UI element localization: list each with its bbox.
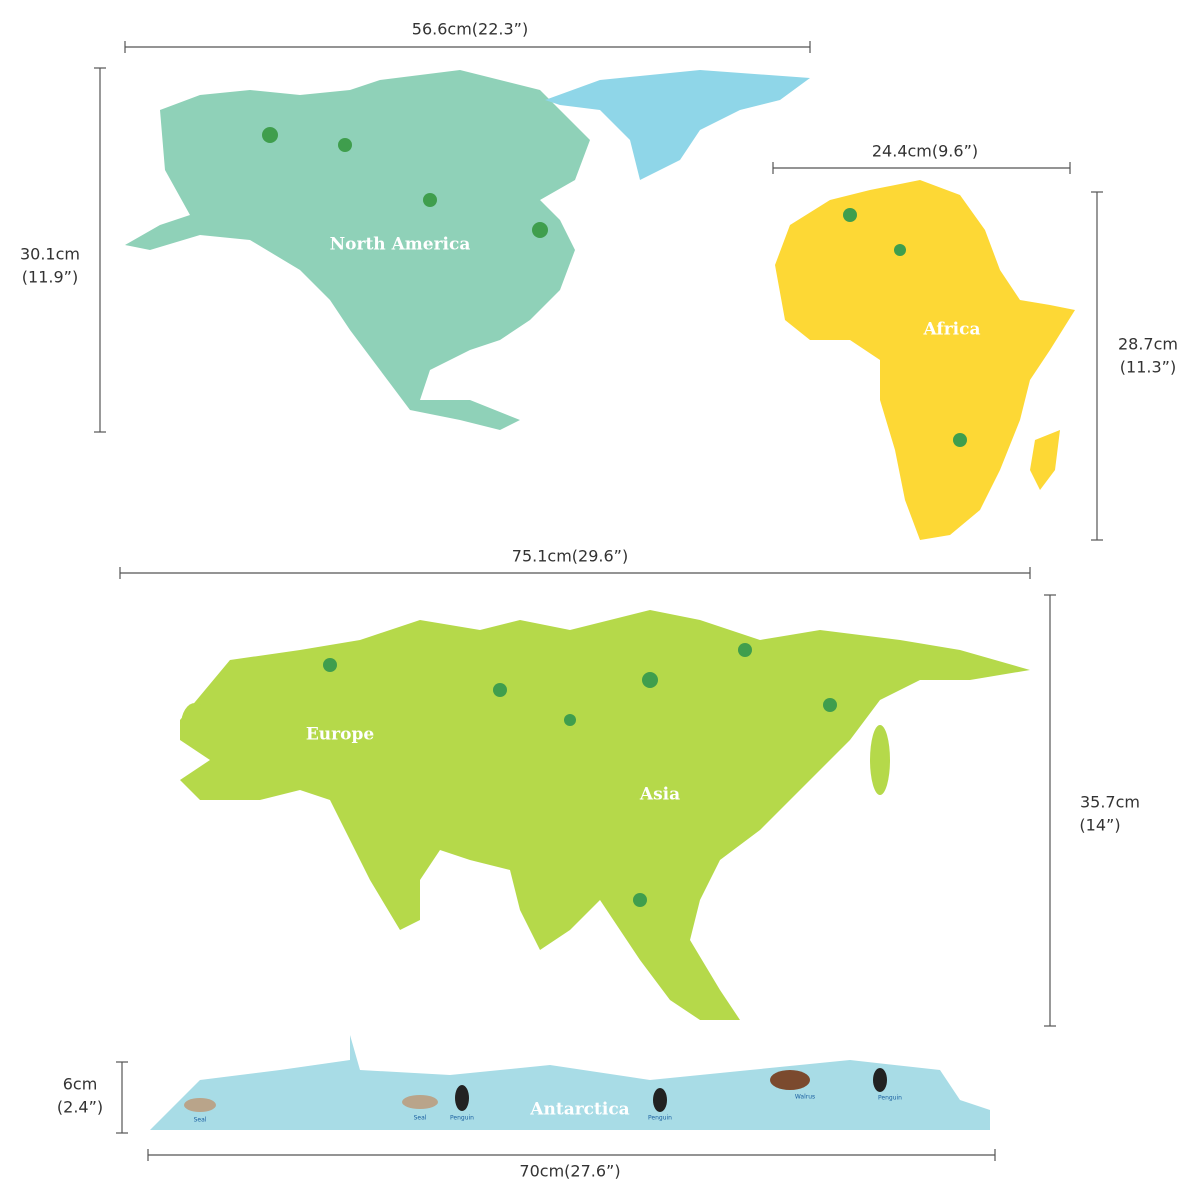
japan-map [870, 725, 890, 795]
north-america-map [125, 70, 590, 430]
dimension-label: 56.6cm(22.3”) [412, 20, 528, 39]
continent-label: Europe [306, 725, 374, 745]
africa-map [775, 180, 1075, 540]
continent-label: Asia [639, 785, 680, 805]
eurasia-map [180, 610, 1030, 1020]
continent-label: North America [330, 235, 471, 255]
animal-label: Walrus [795, 1094, 815, 1101]
greenland-map [545, 70, 810, 180]
dimension-label: 6cm [63, 1075, 98, 1094]
continent-label: Africa [923, 320, 981, 340]
dimension-label: 75.1cm(29.6”) [512, 547, 628, 566]
dimension-lines [94, 41, 1103, 1161]
animal-label: Penguin [648, 1115, 672, 1122]
dimension-label: (11.9”) [22, 268, 78, 287]
dimension-label: 70cm(27.6”) [519, 1162, 620, 1181]
dimension-label: 30.1cm [20, 245, 80, 264]
antarctica-map [150, 1035, 990, 1130]
animals [184, 1068, 887, 1112]
british-isles-map [181, 703, 209, 747]
dimension-label: (2.4”) [57, 1098, 103, 1117]
animal-label: Penguin [878, 1095, 902, 1102]
animal-label: Seal [194, 1117, 207, 1124]
animal-label: Penguin [450, 1115, 474, 1122]
dimension-label: 24.4cm(9.6”) [872, 142, 978, 161]
dimension-label: 28.7cm [1118, 335, 1178, 354]
madagascar-map [1030, 430, 1060, 490]
continent-label: Antarctica [529, 1100, 629, 1120]
dimension-label: (11.3”) [1120, 358, 1176, 377]
dimension-label: 35.7cm [1080, 793, 1140, 812]
dimension-label: (14”) [1079, 816, 1120, 835]
animal-label: Seal [414, 1115, 427, 1122]
decorations [262, 127, 967, 907]
